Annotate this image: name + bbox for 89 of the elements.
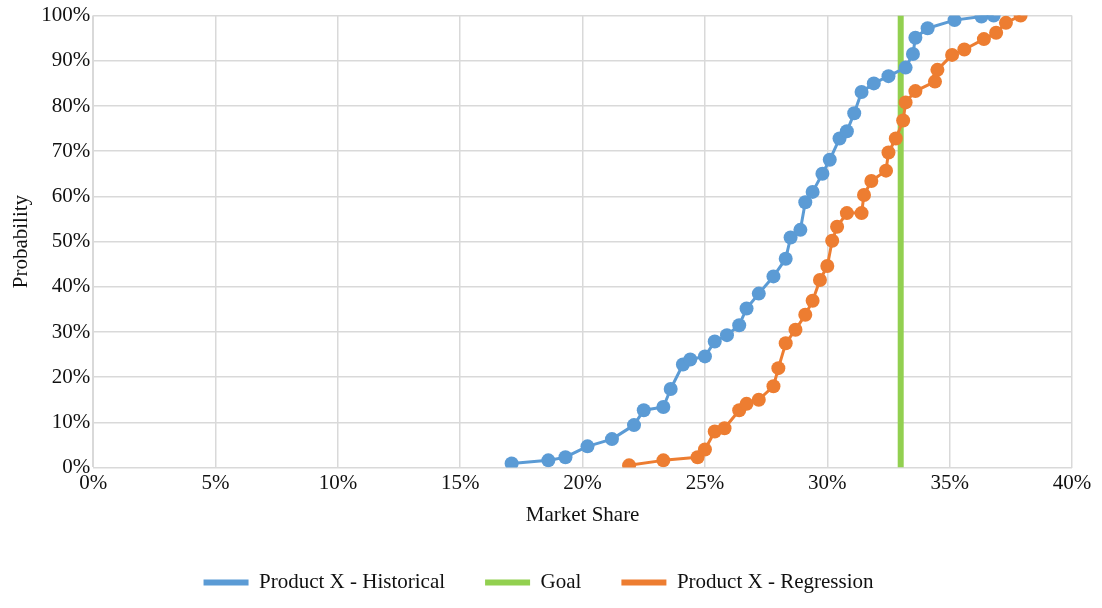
y-tick-label: 60% xyxy=(51,182,91,207)
x-tick-label: 40% xyxy=(1052,469,1092,494)
point xyxy=(957,42,972,57)
point xyxy=(888,131,903,146)
point xyxy=(825,233,840,248)
point xyxy=(812,273,827,288)
point xyxy=(604,432,619,447)
point xyxy=(857,188,871,203)
x-tick-label: 30% xyxy=(808,469,847,494)
point xyxy=(656,400,671,415)
point xyxy=(663,381,678,396)
point xyxy=(805,293,820,308)
y-tick-label: 20% xyxy=(51,363,91,388)
point xyxy=(751,286,766,301)
point xyxy=(766,269,781,284)
point xyxy=(898,60,913,75)
point xyxy=(766,379,781,394)
y-axis-title: Probability xyxy=(8,194,33,289)
legend-label: Goal xyxy=(540,569,582,594)
point xyxy=(580,439,595,454)
point xyxy=(541,453,556,468)
point xyxy=(822,152,837,167)
point xyxy=(656,453,671,468)
point xyxy=(864,174,879,189)
point xyxy=(989,25,1004,40)
point xyxy=(798,307,813,322)
point xyxy=(719,328,734,343)
point xyxy=(839,206,854,221)
x-tick-label: 20% xyxy=(563,469,602,494)
point xyxy=(805,184,820,199)
point xyxy=(739,396,754,411)
point xyxy=(908,84,923,99)
point xyxy=(930,62,945,77)
point xyxy=(626,418,641,433)
y-tick-label: 100% xyxy=(41,2,91,27)
point xyxy=(908,30,923,45)
point xyxy=(815,166,830,181)
point xyxy=(697,442,712,457)
x-tick-label: 35% xyxy=(930,469,969,494)
point xyxy=(707,334,722,349)
point xyxy=(739,301,754,316)
point xyxy=(636,403,651,418)
y-tick-label: 90% xyxy=(51,47,91,72)
y-tick-label: 50% xyxy=(51,228,91,253)
point xyxy=(778,251,793,266)
x-tick-label: 10% xyxy=(318,469,358,494)
point xyxy=(896,113,911,128)
point xyxy=(847,106,862,121)
point xyxy=(697,349,712,364)
point xyxy=(839,124,854,139)
y-tick-label: 40% xyxy=(51,273,91,298)
point xyxy=(927,74,942,89)
point xyxy=(683,352,698,367)
point xyxy=(732,318,747,333)
point xyxy=(945,47,960,62)
point xyxy=(771,361,786,376)
point xyxy=(905,47,920,62)
point xyxy=(866,76,881,91)
point xyxy=(879,163,894,178)
point xyxy=(788,322,803,337)
point xyxy=(793,222,808,237)
point xyxy=(504,456,519,468)
point xyxy=(854,84,869,99)
y-tick-label: 30% xyxy=(51,318,91,343)
point xyxy=(920,21,935,36)
point xyxy=(558,450,573,465)
point xyxy=(998,15,1013,30)
point xyxy=(898,95,913,110)
legend-label: Product X - Historical xyxy=(259,569,446,594)
point xyxy=(798,195,813,210)
y-tick-label: 70% xyxy=(51,137,91,162)
point xyxy=(947,15,962,28)
point xyxy=(881,69,896,84)
point xyxy=(778,336,793,351)
point xyxy=(854,206,869,221)
legend-label: Product X - Regression xyxy=(676,569,874,594)
y-tick-label: 80% xyxy=(51,92,91,117)
point xyxy=(820,259,835,274)
x-tick-label: 25% xyxy=(685,469,725,494)
y-tick-label: 10% xyxy=(51,408,91,433)
x-axis-title: Market Share xyxy=(525,501,640,526)
point xyxy=(717,421,732,436)
x-tick-label: 15% xyxy=(441,469,480,494)
point xyxy=(881,145,896,160)
point xyxy=(976,32,991,47)
x-tick-label: 5% xyxy=(201,469,230,494)
point xyxy=(830,219,845,234)
point xyxy=(783,230,798,245)
point xyxy=(751,392,766,407)
